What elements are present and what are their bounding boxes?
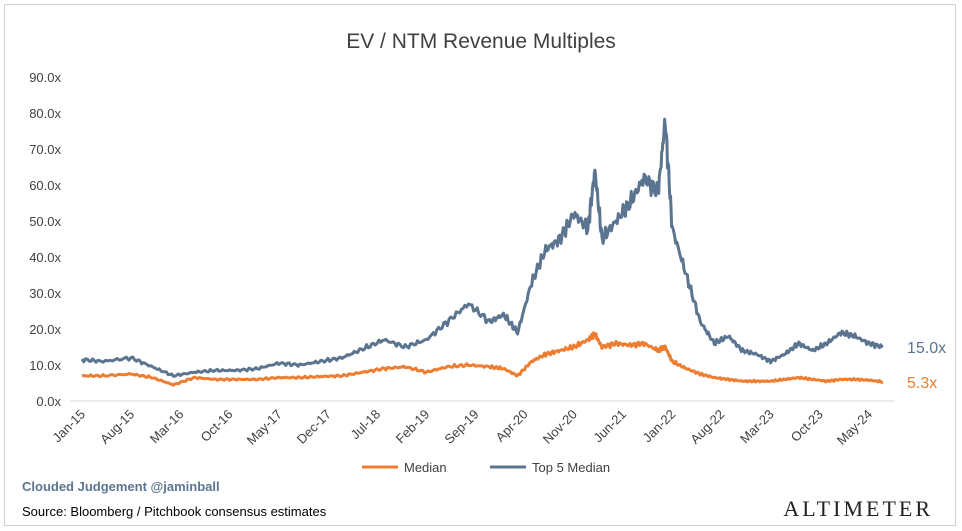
- chart-frame: EV / NTM Revenue Multiples 0.0x 10.0x 20.0…: [4, 4, 956, 526]
- y-axis: 0.0x 10.0x 20.0x 30.0x 40.0x 50.0x 60.0x 70.0x 8…: [29, 70, 61, 409]
- x-tick-label: Mar-16: [147, 407, 187, 447]
- y-tick-label: 20.0x: [29, 322, 61, 337]
- plot-area: [80, 117, 884, 387]
- y-tick-label: 80.0x: [29, 106, 61, 121]
- x-axis: Jan-15 Aug-15 Mar-16 Oct-16 May-17 Dec-17 Jul-…: [49, 407, 875, 448]
- end-value-label: 15.0x: [907, 340, 946, 357]
- chart-title: EV / NTM Revenue Multiples: [346, 30, 616, 53]
- x-tick-label: Jan-22: [640, 407, 679, 446]
- series-line-top5-median: [80, 117, 884, 378]
- source-text: Source: Bloomberg / Pitchbook consensus …: [22, 504, 327, 519]
- legend-label: Median: [404, 460, 447, 475]
- x-tick-label: Dec-17: [294, 407, 334, 447]
- x-tick-label: Sep-19: [441, 407, 481, 447]
- x-tick-label: May-24: [834, 407, 875, 448]
- line-chart: EV / NTM Revenue Multiples 0.0x 10.0x 20.0…: [29, 30, 946, 475]
- x-tick-label: Jan-15: [49, 407, 88, 446]
- y-tick-label: 90.0x: [29, 70, 61, 85]
- x-tick-label: Aug-15: [97, 407, 137, 447]
- legend-label: Top 5 Median: [532, 460, 610, 475]
- x-tick-label: Feb-19: [393, 407, 433, 447]
- x-tick-label: Apr-20: [493, 407, 531, 445]
- end-labels: 5.3x 15.0x: [907, 340, 946, 392]
- y-tick-label: 0.0x: [36, 394, 61, 409]
- x-tick-label: Nov-20: [540, 407, 580, 447]
- x-tick-label: Oct-23: [788, 407, 826, 445]
- y-tick-label: 40.0x: [29, 250, 61, 265]
- x-tick-label: Jul-18: [348, 407, 384, 443]
- y-tick-label: 70.0x: [29, 142, 61, 157]
- x-tick-label: Jun-21: [590, 407, 629, 446]
- y-tick-label: 30.0x: [29, 286, 61, 301]
- x-tick-label: Aug-22: [687, 407, 727, 447]
- y-tick-label: 50.0x: [29, 214, 61, 229]
- series-line-median: [81, 331, 884, 387]
- y-tick-label: 60.0x: [29, 178, 61, 193]
- credit-text: Clouded Judgement @jaminball: [22, 479, 220, 494]
- x-tick-label: Mar-23: [737, 407, 777, 447]
- legend: Median Top 5 Median: [362, 460, 610, 475]
- x-tick-label: May-17: [244, 407, 285, 448]
- end-value-label: 5.3x: [907, 375, 937, 392]
- x-tick-label: Oct-16: [197, 407, 235, 445]
- y-tick-label: 10.0x: [29, 358, 61, 373]
- brand-logo: ALTIMETER: [783, 496, 933, 521]
